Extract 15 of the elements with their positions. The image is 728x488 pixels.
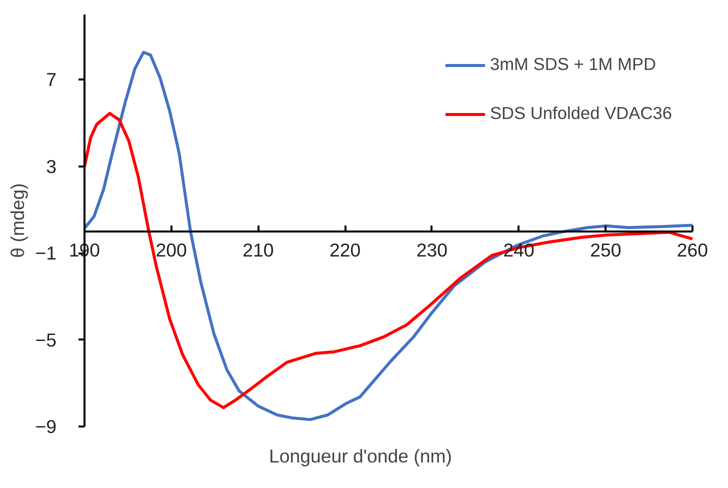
x-tick-label: 200	[156, 239, 187, 260]
x-tick-label: 210	[242, 239, 274, 260]
x-tick-label: 260	[676, 239, 708, 260]
y-tick-label: −9	[35, 416, 57, 437]
x-axis-title: Longueur d'onde (nm)	[269, 446, 452, 466]
y-axis-title: θ (mdeg)	[7, 183, 28, 258]
y-tick-label: −1	[35, 242, 57, 264]
x-tick-label: 220	[330, 239, 361, 260]
y-tick-label: 3	[46, 156, 57, 177]
legend-label: 3mM SDS + 1M MPD	[490, 54, 656, 75]
x-tick-label: 230	[416, 239, 448, 260]
x-tick-label: 250	[590, 239, 622, 260]
legend-label: SDS Unfolded VDAC36	[490, 103, 672, 124]
y-tick-label: 7	[46, 69, 57, 90]
y-tick-label: −5	[35, 329, 57, 350]
